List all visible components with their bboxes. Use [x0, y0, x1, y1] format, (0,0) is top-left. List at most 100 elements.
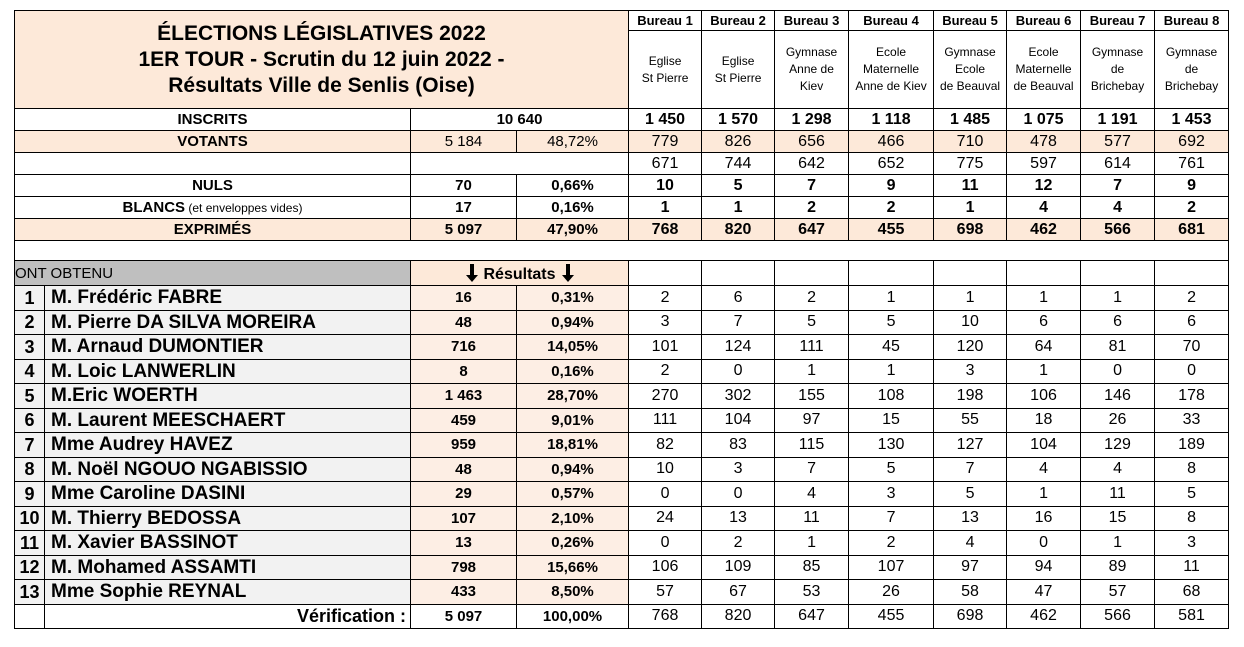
- bureau-value: 9: [848, 174, 935, 197]
- candidate-name: M. Noël NGOUO NGABISSIO: [44, 456, 411, 482]
- summary-total: 17: [410, 196, 517, 219]
- bureau-value: 270: [628, 383, 703, 409]
- bureau-value: 82: [628, 432, 703, 458]
- results-table: ÉLECTIONS LÉGISLATIVES 2022 1ER TOUR - Sc…: [13, 10, 1230, 629]
- bureau-value: 1: [933, 196, 1008, 219]
- table-row: 5 M.Eric WOERTH 1 463 28,70% 270 302 155 108 198…: [14, 383, 1230, 409]
- candidate-pct: 0,94%: [515, 309, 630, 335]
- bureau-value: 0: [1154, 358, 1230, 384]
- bureau-place: Eglise St Pierre: [628, 30, 703, 109]
- bureau-value: 111: [628, 407, 703, 433]
- bureau-value: 7: [701, 309, 776, 335]
- bureau-value: 47: [1006, 579, 1082, 605]
- table-row: 7 Mme Audrey HAVEZ 959 18,81% 82 83 115 130 127 1…: [14, 432, 1230, 458]
- bureau-value: 97: [774, 407, 850, 433]
- candidate-total: 959: [410, 432, 517, 458]
- bureau-value: 4: [1006, 196, 1082, 219]
- table-row: Eglise St Pierre Eglise St Pierre Gymnase …: [15, 30, 1230, 109]
- bureau-value: 820: [701, 603, 776, 629]
- bureau-place: Ecole Maternelle Anne de Kiev: [848, 30, 935, 109]
- bureau-value: 67: [701, 579, 776, 605]
- bureau-value: 2: [1154, 285, 1230, 311]
- bureau-value: 2: [701, 530, 776, 556]
- candidate-name: M. Pierre DA SILVA MOREIRA: [44, 309, 411, 335]
- bureau-value: 108: [848, 383, 935, 409]
- bureau-value: 698: [933, 603, 1008, 629]
- bureau-value: 53: [774, 579, 850, 605]
- bureau-value: 33: [1154, 407, 1230, 433]
- summary-label: [14, 152, 411, 175]
- candidate-pct: 2,10%: [515, 505, 630, 531]
- bureau-place: Eglise St Pierre: [701, 30, 776, 109]
- candidate-number: 7: [14, 432, 45, 458]
- bureau-value: 768: [628, 218, 703, 241]
- candidate-total: 13: [410, 530, 517, 556]
- table-row: 9 Mme Caroline DASINI 29 0,57% 0 0 4 3 5 1 11 5: [14, 481, 1230, 507]
- bureau-value: 0: [1080, 358, 1156, 384]
- bureau-value: 3: [701, 456, 776, 482]
- bureau-value: 10: [933, 309, 1008, 335]
- bureau-value: 761: [1154, 152, 1230, 175]
- empty-cell: [14, 603, 45, 629]
- bureau-value: 5: [774, 309, 850, 335]
- bureau-value: 775: [933, 152, 1008, 175]
- bureau-value: 101: [628, 334, 703, 360]
- bureau-value: 5: [848, 309, 935, 335]
- bureau-value: 698: [933, 218, 1008, 241]
- bureau-value: 127: [933, 432, 1008, 458]
- bureau-value: 1 485: [933, 108, 1008, 131]
- bureau-value: 4: [933, 530, 1008, 556]
- bureau-value: 11: [1154, 554, 1230, 580]
- bureau-value: 45: [848, 334, 935, 360]
- candidate-pct: 14,05%: [515, 334, 630, 360]
- bureau-value: 1: [848, 358, 935, 384]
- bureau-value: 6: [701, 285, 776, 311]
- bureau-value: 1: [1006, 285, 1082, 311]
- table-row: 3 M. Arnaud DUMONTIER 716 14,05% 101 124 111 45…: [14, 334, 1230, 360]
- candidate-pct: 0,31%: [515, 285, 630, 311]
- table-row: NULS 70 0,66% 10 5 7 9 11 12 7 9: [14, 174, 1230, 197]
- bureau-value: 642: [774, 152, 850, 175]
- candidate-pct: 9,01%: [515, 407, 630, 433]
- bureau-value: 109: [701, 554, 776, 580]
- title-line: Résultats Ville de Senlis (Oise): [168, 73, 475, 97]
- candidate-name: M.Eric WOERTH: [44, 383, 411, 409]
- candidate-pct: 0,16%: [515, 358, 630, 384]
- table-row: 1 M. Frédéric FABRE 16 0,31% 2 6 2 1 1 1 1 2: [14, 285, 1230, 311]
- candidate-pct: 0,94%: [515, 456, 630, 482]
- bureau-value: 0: [701, 358, 776, 384]
- candidate-pct: 8,50%: [515, 579, 630, 605]
- bureau-value: 155: [774, 383, 850, 409]
- summary-label: VOTANTS: [14, 130, 411, 153]
- bureau-value: 820: [701, 218, 776, 241]
- table-row: 10 M. Thierry BEDOSSA 107 2,10% 24 13 11 7 13 16 1…: [14, 505, 1230, 531]
- bureau-value: 106: [1006, 383, 1082, 409]
- bureau-value: 1: [628, 196, 703, 219]
- bureau-value: 81: [1080, 334, 1156, 360]
- bureau-value: 566: [1080, 603, 1156, 629]
- bureau-value: 7: [933, 456, 1008, 482]
- summary-total: 5 184: [410, 130, 517, 153]
- candidate-number: 9: [14, 481, 45, 507]
- bureau-value: 1 450: [628, 108, 703, 131]
- table-row: EXPRIMÉS 5 097 47,90% 768 820 647 455 698 462 566…: [14, 218, 1230, 241]
- summary-pct: 0,66%: [515, 174, 630, 197]
- table-row: ONT OBTENU Résultats: [14, 260, 1230, 286]
- bureau-value: 2: [628, 285, 703, 311]
- bureau-value: 6: [1080, 309, 1156, 335]
- bureau-value: 6: [1154, 309, 1230, 335]
- bureau-value: 58: [933, 579, 1008, 605]
- bureau-value: 768: [628, 603, 703, 629]
- bureau-value: 614: [1080, 152, 1156, 175]
- bureau-value: 8: [1154, 456, 1230, 482]
- bureau-value: 13: [933, 505, 1008, 531]
- bureau-value: 115: [774, 432, 850, 458]
- bureau-value: 681: [1154, 218, 1230, 241]
- bureau-value: 6: [1006, 309, 1082, 335]
- bureau-value: 826: [701, 130, 776, 153]
- bureau-value: 104: [1006, 432, 1082, 458]
- bureau-value: 455: [848, 603, 935, 629]
- bureau-value: 15: [1080, 505, 1156, 531]
- candidate-name: M. Mohamed ASSAMTI: [44, 554, 411, 580]
